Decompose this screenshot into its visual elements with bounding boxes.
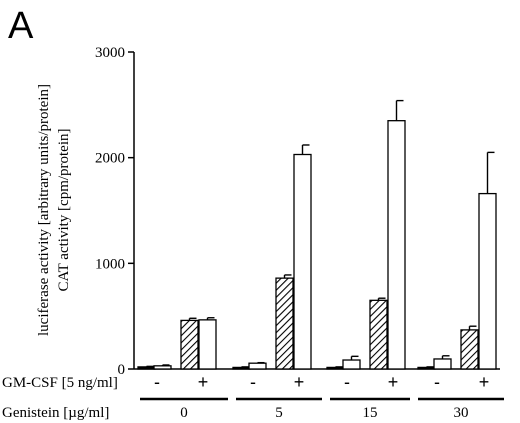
y-axis-label-line-1: luciferase activity [arbitrary units/pro… xyxy=(36,84,52,336)
gmcsf-row-label: GM-CSF [5 ng/ml] xyxy=(2,375,118,391)
bar-gmcsf-plus-b xyxy=(293,153,312,370)
gmcsf-signs: - + - + - + - + xyxy=(154,372,489,392)
gmcsf-minus-sign: - xyxy=(250,372,256,392)
bar-gmcsf-minus-b xyxy=(153,365,172,370)
gmcsf-minus-sign: - xyxy=(344,372,350,392)
y-tick-label: 1000 xyxy=(95,256,125,272)
y-axis-ticks: 0 1000 2000 3000 xyxy=(95,45,134,378)
gmcsf-plus-sign: + xyxy=(294,372,305,392)
gmcsf-plus-sign: + xyxy=(198,372,209,392)
bar-gmcsf-minus-a xyxy=(417,366,436,370)
gmcsf-plus-sign: + xyxy=(479,372,490,392)
bar-gmcsf-minus-a xyxy=(232,366,251,370)
bar-gmcsf-plus-b xyxy=(387,120,406,370)
bar-gmcsf-plus-a xyxy=(460,329,479,370)
genistein-row-label: Genistein [µg/ml] xyxy=(2,405,109,421)
genistein-group-label: 30 xyxy=(454,405,469,421)
bar-gmcsf-minus-a xyxy=(326,366,345,370)
bar-gmcsf-minus-b xyxy=(342,359,361,370)
bar-gmcsf-minus-b xyxy=(433,358,452,370)
gmcsf-minus-sign: - xyxy=(154,372,160,392)
y-tick-label: 2000 xyxy=(95,151,125,167)
gmcsf-minus-sign: - xyxy=(434,372,440,392)
bar-gmcsf-plus-b xyxy=(198,319,217,370)
y-tick-label: 3000 xyxy=(95,45,125,61)
bar-gmcsf-plus-a xyxy=(180,319,199,370)
bar-gmcsf-minus-b xyxy=(248,362,267,370)
genistein-group-label: 0 xyxy=(180,405,188,421)
bar-gmcsf-plus-b xyxy=(478,192,497,370)
y-tick-label: 0 xyxy=(118,362,126,378)
bar-gmcsf-minus-a xyxy=(137,366,156,370)
genistein-group-label: 5 xyxy=(275,405,283,421)
genistein-groups: 0 5 15 30 xyxy=(140,397,504,421)
bar-gmcsf-plus-a xyxy=(275,277,294,370)
bar-gmcsf-plus-a xyxy=(369,299,388,370)
bars xyxy=(137,99,497,370)
panel-label: A xyxy=(8,5,34,47)
genistein-group-label: 15 xyxy=(363,405,378,421)
y-axis-label-line-2: CAT activity [cpm/protein] xyxy=(56,128,72,291)
gmcsf-plus-sign: + xyxy=(388,372,399,392)
